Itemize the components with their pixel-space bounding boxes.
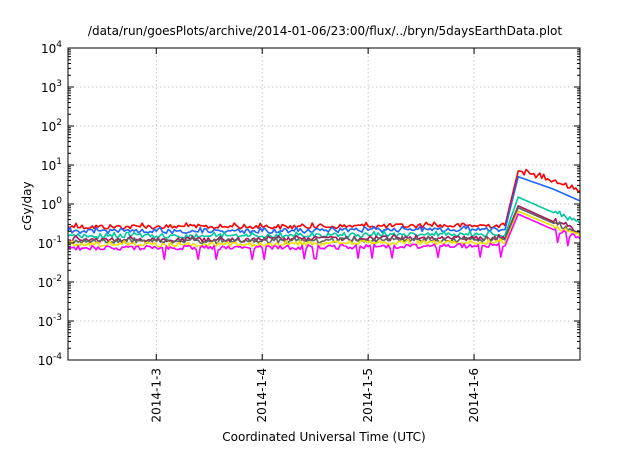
y-tick-label: 104: [41, 40, 62, 56]
x-tick-label: 2014-1-6: [467, 368, 481, 422]
series-line-5: [67, 207, 581, 245]
series-lines: [67, 168, 581, 261]
y-tick-label: 102: [41, 118, 62, 134]
series-line-1: [67, 168, 581, 230]
series-line-7: [67, 213, 581, 261]
y-tick-labels: 10-4 10-3 10-2 10-1 100 101 102 103 104: [38, 40, 63, 368]
x-tick-label: 2014-1-4: [255, 368, 269, 422]
y-tick-label: 103: [41, 79, 62, 95]
y-tick-label: 10-1: [38, 235, 62, 251]
series-line-6: [67, 210, 581, 248]
series-line-2: [67, 175, 581, 235]
y-tick-label: 10-4: [38, 352, 63, 368]
y-tick-label: 101: [41, 157, 62, 173]
y-tick-label: 10-2: [38, 274, 62, 290]
x-tick-labels: 2014-1-3 2014-1-4 2014-1-5 2014-1-6: [149, 368, 481, 422]
y-axis-label: cGy/day: [20, 181, 34, 230]
x-tick-label: 2014-1-5: [361, 368, 375, 422]
chart-title: /data/run/goesPlots/archive/2014-01-06/2…: [88, 24, 562, 38]
grid-lines: [68, 48, 580, 360]
x-axis-label: Coordinated Universal Time (UTC): [222, 430, 425, 444]
y-tick-label: 10-3: [38, 313, 62, 329]
y-tick-label: 100: [41, 196, 62, 212]
x-tick-label: 2014-1-3: [149, 368, 163, 422]
series-line-3: [67, 196, 581, 239]
axis-ticks: [68, 47, 580, 361]
